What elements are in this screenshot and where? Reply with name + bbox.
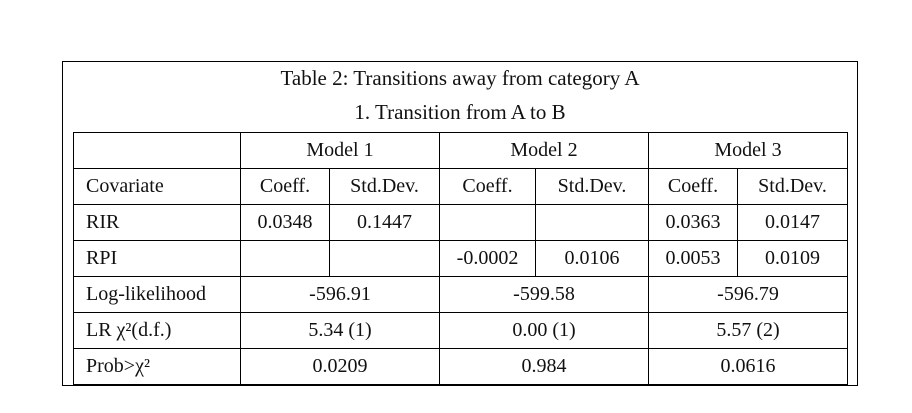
table-cell: 5.57 (2) (648, 312, 848, 349)
table-cell: 0.984 (439, 348, 649, 385)
table-cell: 0.0109 (737, 240, 848, 277)
table-cell: -0.0002 (439, 240, 536, 277)
table-cell: Prob>χ² (73, 348, 241, 385)
table-title: Table 2: Transitions away from category … (280, 66, 640, 90)
table-cell: LR χ²(d.f.) (73, 312, 241, 349)
table-row: LR χ²(d.f.) 5.34 (1) 0.00 (1) 5.57 (2) (73, 312, 848, 349)
table-cell: Coeff. (648, 168, 738, 205)
table-cell: 0.0053 (648, 240, 738, 277)
table-cell: 0.0209 (240, 348, 440, 385)
table-cell: 0.0363 (648, 204, 738, 241)
table-cell (240, 240, 330, 277)
table-cell: -596.79 (648, 276, 848, 313)
table-cell: 0.00 (1) (439, 312, 649, 349)
table-row: Prob>χ² 0.0209 0.984 0.0616 (73, 348, 848, 385)
table-cell: 0.1447 (329, 204, 440, 241)
table-cell: Model 2 (439, 132, 649, 169)
table-body: Model 1 Model 2 Model 3 Covariate Coeff. Std.… (73, 132, 848, 385)
table-row: Model 1 Model 2 Model 3 (73, 132, 848, 169)
table-row: RPI -0.0002 0.0106 0.0053 0.0109 (73, 240, 848, 277)
table-row: Log-likelihood -596.91 -599.58 -596.79 (73, 276, 848, 313)
table-cell (73, 132, 241, 169)
table-cell: Std.Dev. (535, 168, 649, 205)
table-cell (535, 204, 649, 241)
table-cell: Coeff. (439, 168, 536, 205)
table-cell: Coeff. (240, 168, 330, 205)
table-subtitle: 1. Transition from A to B (354, 100, 566, 124)
table-cell: Std.Dev. (329, 168, 440, 205)
table-cell: -596.91 (240, 276, 440, 313)
table-cell: 0.0348 (240, 204, 330, 241)
table-cell: 0.0616 (648, 348, 848, 385)
table-row: Covariate Coeff. Std.Dev. Coeff. Std.Dev. Coe… (73, 168, 848, 205)
table-cell: 5.34 (1) (240, 312, 440, 349)
table-row: RIR 0.0348 0.1447 0.0363 0.0147 (73, 204, 848, 241)
table-frame (62, 61, 858, 386)
table-cell: Model 1 (240, 132, 440, 169)
results-table: Model 1 Model 2 Model 3 Covariate Coeff. Std.… (73, 132, 848, 385)
table-cell: 0.0147 (737, 204, 848, 241)
table-cell: Model 3 (648, 132, 848, 169)
table-cell: 0.0106 (535, 240, 649, 277)
table-cell (329, 240, 440, 277)
table-cell: RIR (73, 204, 241, 241)
table-cell: Covariate (73, 168, 241, 205)
table-cell (439, 204, 536, 241)
table-cell: Log-likelihood (73, 276, 241, 313)
table-cell: RPI (73, 240, 241, 277)
table-cell: -599.58 (439, 276, 649, 313)
table-cell: Std.Dev. (737, 168, 848, 205)
